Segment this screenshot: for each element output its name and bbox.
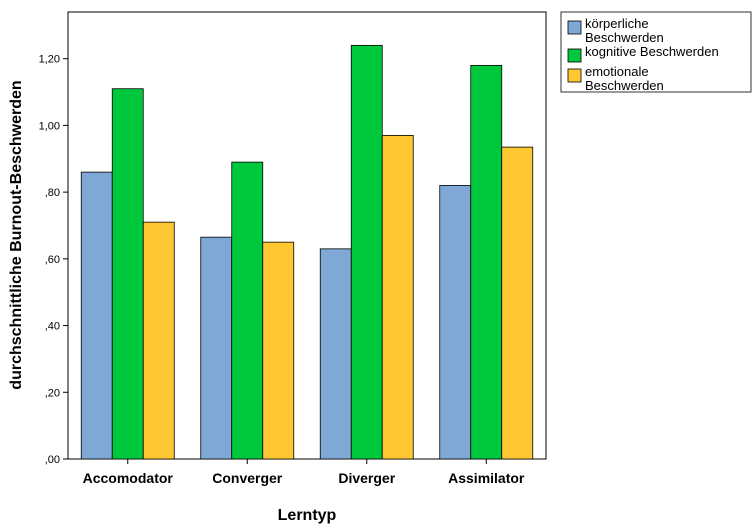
y-axis-title: durchschnittliche Burnout-Beschwerden [8, 80, 25, 389]
y-tick-label: 1,20 [39, 54, 60, 66]
x-tick-label: Diverger [338, 470, 395, 486]
y-tick-label: ,60 [45, 254, 60, 266]
y-tick-label: 1,00 [39, 120, 60, 132]
bar-krperliche-converger [200, 236, 233, 460]
bar-emotionale-accomodator [142, 221, 175, 460]
bar-emotionale-assimilator [501, 146, 534, 460]
legend-swatch [567, 48, 582, 63]
x-tick-label: Accomodator [83, 470, 174, 486]
bar-krperliche-diverger [319, 248, 352, 460]
legend-swatch [567, 68, 582, 83]
y-tick-label: ,20 [45, 387, 60, 399]
legend-swatch [567, 20, 582, 35]
legend-frame [560, 11, 752, 93]
bar-emotionale-diverger [381, 135, 414, 460]
legend-label: kognitive Beschwerden [585, 44, 719, 59]
x-tick-label: Converger [212, 470, 283, 486]
y-tick-label: ,00 [45, 454, 60, 466]
x-tick-label: Assimilator [448, 470, 525, 486]
legend-label: körperliche [585, 16, 649, 31]
bar-kognitive-accomodator [111, 88, 144, 460]
y-tick-label: ,40 [45, 321, 60, 333]
legend-label: Beschwerden [585, 78, 664, 93]
legend-label: Beschwerden [585, 30, 664, 45]
bar-emotionale-converger [262, 241, 295, 460]
bar-krperliche-accomodator [80, 171, 113, 460]
plot-frame [67, 11, 547, 460]
bar-kognitive-diverger [350, 44, 383, 460]
x-axis-title: Lerntyp [278, 507, 337, 524]
y-axis: ,00 ,20 ,40 ,60 ,80 1,00 1,20 [39, 54, 68, 466]
y-tick-label: ,80 [45, 187, 60, 199]
bars [80, 44, 534, 460]
x-axis: Accomodator Converger Diverger Assimilator [83, 459, 525, 486]
bar-krperliche-assimilator [439, 185, 472, 460]
bar-kognitive-converger [231, 161, 264, 460]
legend-label: emotionale [585, 64, 649, 79]
bar-kognitive-assimilator [470, 64, 503, 460]
